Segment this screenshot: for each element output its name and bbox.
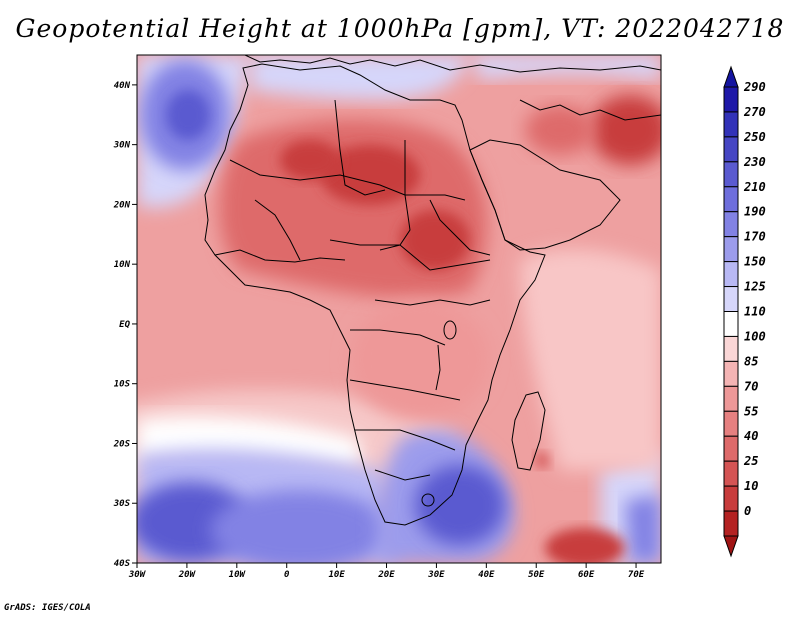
lon-label: 40E (478, 570, 495, 580)
colorbar-swatch (723, 335, 739, 362)
colorbar-swatch (723, 410, 739, 437)
colorbar-label: 290 (743, 80, 766, 94)
colorbar: 2902702502302101901701501251101008570554… (723, 65, 766, 558)
lon-label: 60E (578, 570, 595, 580)
colorbar-label: 70 (744, 379, 758, 393)
colorbar-label: 170 (744, 230, 766, 244)
colorbar-label: 210 (743, 180, 766, 194)
colorbar-swatch (723, 186, 739, 213)
colorbar-label: 150 (744, 255, 766, 269)
colorbar-swatch (723, 485, 739, 512)
lat-label: 30S (113, 499, 131, 509)
colorbar-swatch (723, 460, 739, 487)
map-title: Geopotential Height at 1000hPa [gpm], VT… (15, 14, 785, 43)
colorbar-swatch (723, 261, 739, 288)
colorbar-swatch (723, 161, 739, 188)
lon-label: 20E (377, 570, 395, 580)
colorbar-bottom-arrow (723, 535, 739, 558)
lon-label: 50E (528, 570, 545, 580)
colorbar-swatch (723, 286, 739, 312)
colorbar-swatch (723, 211, 739, 238)
lat-label: 30N (113, 141, 131, 151)
lat-label: 40N (114, 81, 131, 91)
lat-label: 20N (113, 200, 131, 210)
lon-label: 10E (328, 570, 345, 580)
longitude-axis: 30W 20W 10W 0 10E 20E 30E 40E 50E 60E 70E (128, 563, 645, 580)
colorbar-label: 125 (744, 280, 766, 294)
colorbar-label: 10 (744, 479, 758, 493)
colorbar-label: 25 (743, 454, 758, 468)
lat-label: 10S (114, 380, 131, 390)
colorbar-swatch (723, 311, 739, 337)
lat-label: EQ (119, 320, 130, 330)
lon-label: 20W (178, 570, 197, 580)
coastlines (204, 55, 661, 526)
colorbar-label: 230 (743, 155, 766, 169)
colorbar-label: 85 (744, 354, 758, 368)
colorbar-label: 55 (744, 404, 758, 418)
colorbar-swatch (723, 86, 739, 113)
colorbar-label: 190 (744, 205, 766, 219)
lat-label: 20S (113, 439, 131, 449)
colorbar-swatch (723, 510, 739, 537)
height-field (137, 55, 661, 563)
lat-label: 40S (114, 559, 131, 569)
colorbar-swatch (723, 435, 739, 462)
colorbar-label: 0 (744, 504, 751, 518)
lon-label: 0 (284, 570, 290, 580)
colorbar-swatch (723, 136, 739, 163)
colorbar-label: 110 (744, 305, 766, 319)
colorbar-swatch (723, 236, 739, 263)
latitude-axis: 40N 30N 20N 10N EQ 10S 20S 30S 40S (113, 81, 137, 569)
lon-label: 30W (128, 570, 147, 580)
colorbar-top-arrow (723, 65, 739, 88)
lon-label: 30E (427, 570, 445, 580)
colorbar-swatch (723, 385, 739, 412)
map-frame (136, 54, 662, 564)
colorbar-label: 270 (743, 105, 766, 119)
colorbar-label: 40 (744, 429, 758, 443)
colorbar-label: 250 (743, 130, 766, 144)
colorbar-swatch (723, 111, 739, 138)
lat-label: 10N (114, 260, 131, 270)
lon-label: 70E (628, 570, 645, 580)
lon-label: 10W (229, 570, 247, 580)
colorbar-label: 100 (744, 329, 766, 343)
footer-credit: GrADS: IGES/COLA (4, 603, 91, 613)
colorbar-swatch (723, 360, 739, 387)
